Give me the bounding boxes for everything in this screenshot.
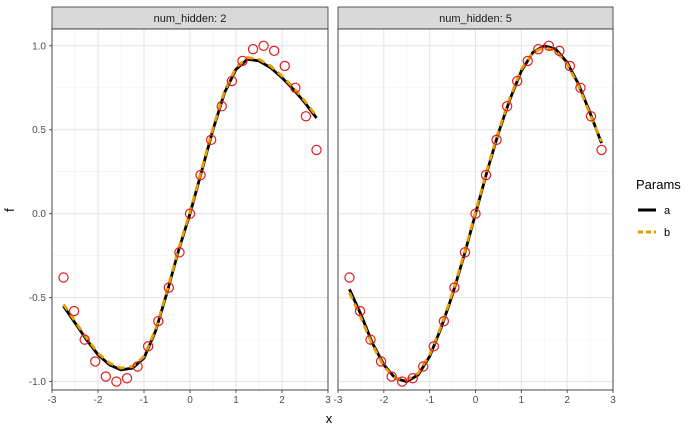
data-point	[575, 82, 586, 93]
y-axis-title: f	[2, 208, 17, 212]
x-tick-label: -3	[48, 395, 57, 406]
data-point	[132, 361, 143, 372]
data-point	[386, 371, 397, 382]
facet-panels: num_hidden: 2 -3 -2 -1 0 1 2 3 num_hidden: 5 -3 -2…	[29, 6, 616, 406]
data-point	[522, 55, 533, 67]
x-tick-label: 1	[519, 395, 525, 406]
y-tick-label: 0.5	[32, 125, 46, 136]
data-point	[596, 144, 607, 156]
data-point	[79, 334, 90, 345]
x-tick-label: 2	[564, 395, 570, 406]
x-tick-label: -1	[140, 395, 149, 406]
x-tick-label: 2	[279, 395, 285, 406]
data-point	[344, 272, 355, 283]
data-point	[418, 361, 429, 372]
data-point	[279, 60, 290, 72]
y-tick-label: 1.0	[32, 41, 46, 52]
data-point	[459, 247, 471, 258]
data-point	[90, 356, 101, 367]
data-point	[428, 341, 439, 352]
data-point	[480, 169, 492, 181]
x-tick-label: -2	[94, 395, 103, 406]
x-tick-label: 0	[473, 395, 479, 406]
data-point	[100, 371, 112, 382]
data-point	[491, 134, 502, 146]
data-point	[121, 373, 133, 384]
data-point	[68, 305, 80, 317]
data-point	[396, 376, 408, 387]
x-tick-label: -2	[379, 395, 388, 406]
data-point	[142, 341, 154, 352]
y-tick-label: -0.5	[29, 293, 47, 304]
data-point	[533, 43, 544, 55]
data-point	[205, 134, 217, 146]
x-tick-label: 1	[233, 395, 239, 406]
data-point	[174, 247, 185, 258]
x-axis-title: x	[326, 411, 333, 426]
x-tick-label: 3	[325, 395, 331, 406]
data-point	[290, 82, 301, 93]
data-point	[407, 373, 418, 384]
data-point	[153, 315, 164, 327]
data-point	[585, 111, 597, 122]
data-point	[195, 169, 206, 181]
data-point	[111, 376, 122, 387]
series-line-b	[62, 56, 318, 370]
data-point	[247, 43, 259, 55]
data-point	[501, 101, 513, 112]
data-point	[543, 40, 555, 51]
data-point	[163, 282, 175, 293]
facet-panel-2: num_hidden: 5 -3 -2 -1 0 1 2 3	[334, 6, 616, 406]
data-point	[554, 45, 565, 57]
x-tick-label: 0	[187, 395, 193, 406]
data-point	[375, 356, 387, 367]
data-point	[226, 75, 238, 87]
data-point	[184, 208, 196, 219]
facet-strip-label: num_hidden: 2	[154, 13, 227, 25]
data-point	[311, 144, 322, 156]
data-point	[354, 305, 366, 317]
x-tick-label: 3	[610, 395, 616, 406]
data-point	[449, 282, 460, 293]
x-tick-label: -3	[334, 395, 343, 406]
y-tick-label: 0.0	[32, 209, 46, 220]
data-point	[438, 315, 450, 327]
data-point	[58, 272, 69, 283]
data-point	[237, 55, 248, 67]
legend-label-b: b	[664, 227, 670, 239]
legend-title: Params	[636, 177, 681, 192]
facet-strip-label: num_hidden: 5	[439, 13, 512, 25]
legend-label-a: a	[664, 205, 671, 217]
data-point	[216, 101, 227, 112]
facet-panel-1: num_hidden: 2 -3 -2 -1 0 1 2 3	[48, 6, 331, 406]
y-tick-label: -1.0	[29, 377, 47, 388]
data-point	[564, 60, 576, 72]
data-point	[365, 334, 376, 345]
data-point	[258, 40, 269, 51]
data-point	[300, 111, 312, 122]
data-point	[470, 208, 481, 219]
data-point	[512, 75, 523, 87]
data-point	[268, 45, 280, 57]
x-tick-label: -1	[425, 395, 434, 406]
legend: Params ab	[636, 177, 681, 239]
